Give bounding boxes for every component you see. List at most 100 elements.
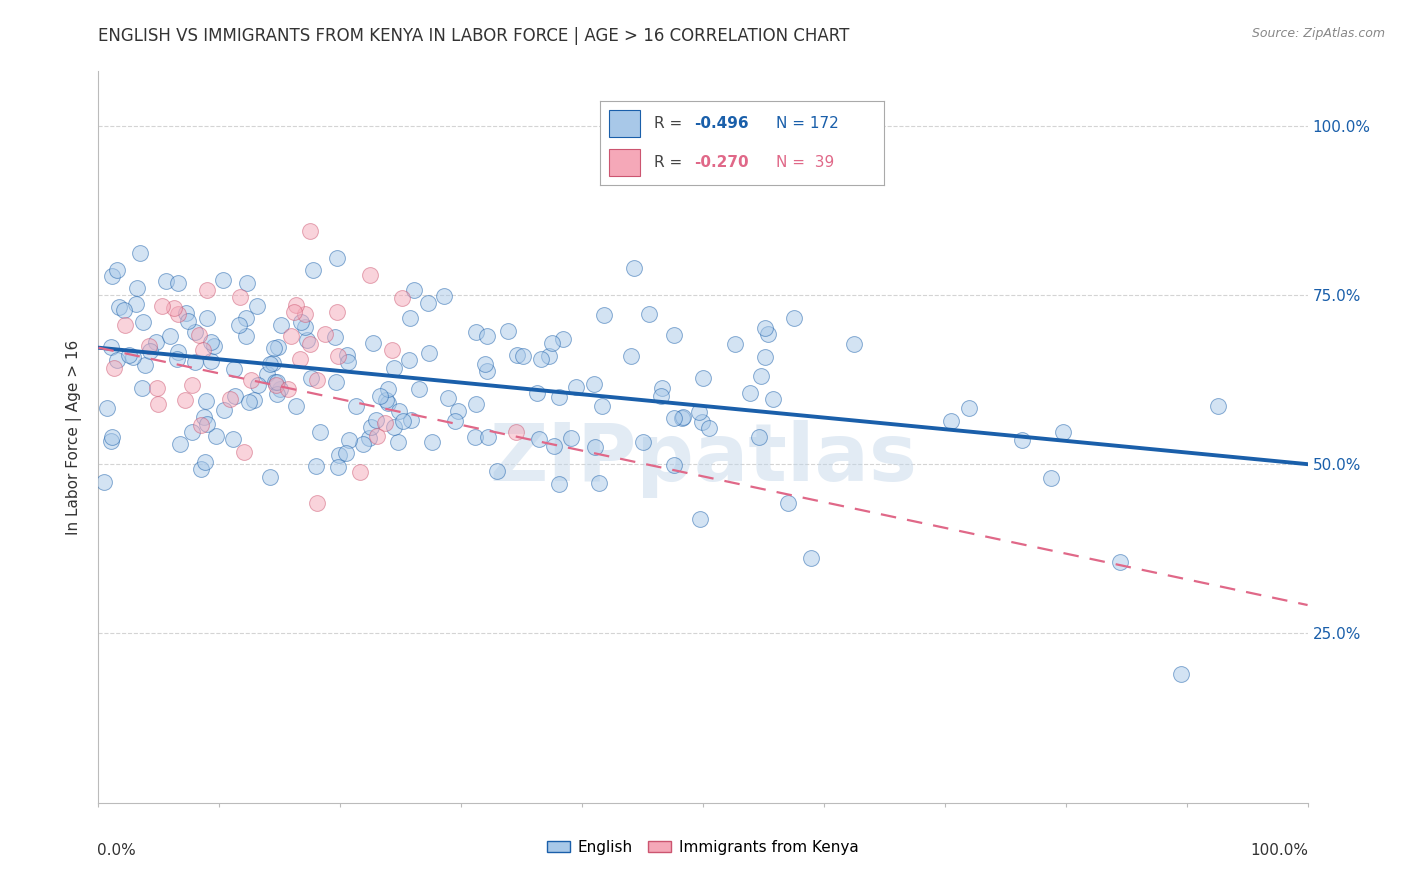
- Point: [437, 391, 460, 405]
- Point: [96, 401, 118, 415]
- Point: [129, 246, 152, 260]
- Point: [200, 354, 222, 368]
- Point: [540, 335, 562, 350]
- Point: [505, 348, 527, 362]
- Point: [359, 431, 381, 445]
- Point: [187, 327, 209, 342]
- Point: [1039, 471, 1062, 485]
- Point: [166, 345, 188, 359]
- Point: [305, 459, 328, 474]
- Point: [176, 305, 198, 319]
- Point: [756, 327, 779, 342]
- Point: [155, 274, 177, 288]
- Point: [266, 340, 288, 354]
- Point: [349, 465, 371, 479]
- Point: [263, 341, 285, 355]
- Text: Source: ZipAtlas.com: Source: ZipAtlas.com: [1251, 27, 1385, 40]
- Point: [754, 320, 776, 334]
- Point: [270, 318, 292, 333]
- Point: [548, 477, 571, 491]
- Point: [200, 335, 222, 350]
- Point: [166, 351, 188, 366]
- Point: [377, 382, 399, 396]
- Point: [138, 339, 160, 353]
- Point: [689, 511, 711, 525]
- Point: [150, 299, 173, 313]
- Point: [259, 357, 281, 371]
- Point: [633, 434, 655, 449]
- Point: [243, 392, 266, 407]
- Point: [283, 305, 305, 319]
- Point: [190, 417, 212, 432]
- Point: [583, 440, 606, 454]
- Point: [623, 260, 645, 275]
- Point: [194, 394, 217, 409]
- Point: [620, 349, 643, 363]
- Point: [527, 432, 550, 446]
- Point: [163, 301, 186, 316]
- Point: [387, 435, 409, 450]
- Point: [295, 333, 318, 347]
- Point: [266, 387, 288, 401]
- Point: [360, 420, 382, 434]
- Point: [232, 445, 254, 459]
- Point: [264, 377, 287, 392]
- Point: [181, 378, 204, 392]
- Point: [512, 349, 534, 363]
- Point: [465, 325, 488, 339]
- Point: [134, 359, 156, 373]
- Point: [398, 353, 420, 368]
- Point: [433, 289, 456, 303]
- Point: [366, 429, 388, 443]
- Point: [167, 307, 190, 321]
- Point: [336, 355, 359, 369]
- Point: [800, 550, 823, 565]
- Point: [105, 263, 128, 277]
- Point: [381, 343, 404, 357]
- Point: [166, 276, 188, 290]
- Point: [224, 389, 246, 403]
- Point: [148, 397, 170, 411]
- Point: [190, 462, 212, 476]
- Point: [352, 436, 374, 450]
- Point: [662, 327, 685, 342]
- Point: [672, 410, 695, 425]
- Point: [195, 283, 218, 297]
- Point: [328, 448, 350, 462]
- Point: [344, 399, 367, 413]
- Point: [326, 305, 349, 319]
- Point: [588, 476, 610, 491]
- Point: [464, 397, 486, 411]
- Point: [118, 348, 141, 362]
- Point: [202, 339, 225, 353]
- Point: [263, 376, 285, 390]
- Point: [204, 429, 226, 443]
- Point: [474, 357, 496, 371]
- Point: [1170, 667, 1192, 681]
- Point: [212, 403, 235, 417]
- Point: [391, 414, 413, 428]
- Point: [112, 303, 135, 318]
- Point: [377, 396, 399, 410]
- Point: [222, 362, 245, 376]
- Point: [593, 308, 616, 322]
- Point: [692, 371, 714, 385]
- Point: [543, 439, 565, 453]
- Point: [368, 389, 391, 403]
- Point: [100, 340, 122, 354]
- Point: [664, 458, 686, 472]
- Point: [177, 314, 200, 328]
- Point: [591, 399, 613, 413]
- Point: [366, 413, 388, 427]
- Point: [650, 389, 672, 403]
- Point: [305, 496, 328, 510]
- Point: [294, 319, 316, 334]
- Point: [551, 332, 574, 346]
- Point: [305, 373, 328, 387]
- Point: [299, 336, 322, 351]
- Point: [762, 392, 785, 406]
- Point: [246, 378, 269, 392]
- Point: [418, 346, 440, 360]
- Point: [638, 307, 661, 321]
- Point: [294, 307, 316, 321]
